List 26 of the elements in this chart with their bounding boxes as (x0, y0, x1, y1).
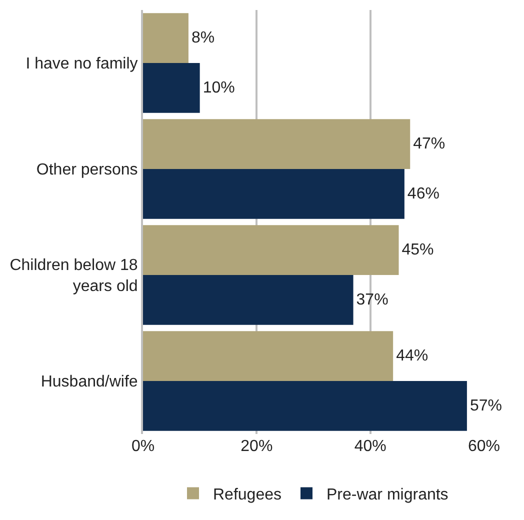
bar (143, 275, 354, 325)
data-label: 47% (413, 136, 446, 153)
x-tick-label: 0% (131, 438, 155, 455)
y-tick-label: I have no family (26, 56, 138, 73)
data-label: 46% (407, 185, 440, 202)
bar (143, 225, 399, 275)
y-tick-label: Husband/wife (40, 374, 138, 391)
legend-label: Pre-war migrants (326, 486, 448, 504)
bar (143, 119, 410, 169)
x-tick-label: 60% (468, 438, 500, 455)
bar (143, 331, 394, 381)
data-label: 10% (202, 79, 235, 96)
x-tick-label: 20% (240, 438, 273, 455)
y-tick-label: Children below 18 years old (10, 257, 138, 295)
data-label: 45% (402, 242, 434, 259)
bar (143, 13, 188, 63)
y-tick-label: Other persons (36, 162, 138, 179)
data-label: 44% (396, 348, 428, 365)
bar (143, 63, 200, 113)
bar (143, 381, 467, 431)
data-label: 57% (470, 397, 502, 414)
bar (143, 169, 404, 219)
x-tick-label: 40% (354, 438, 386, 455)
legend-label: Refugees (213, 486, 282, 504)
data-label: 37% (356, 291, 388, 308)
data-label: 8% (191, 30, 215, 47)
